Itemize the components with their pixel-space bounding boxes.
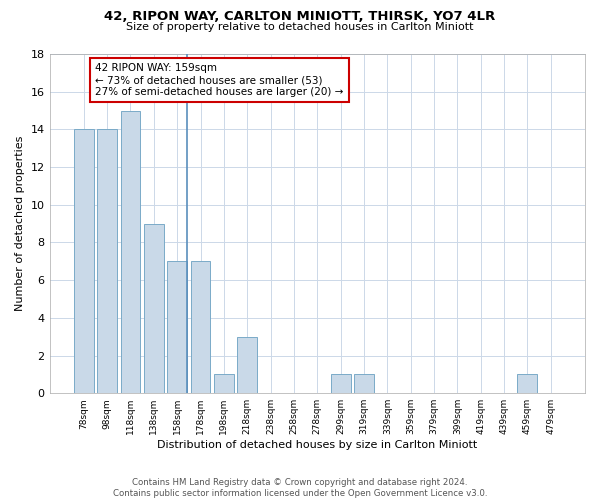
Bar — [144, 224, 164, 393]
Y-axis label: Number of detached properties: Number of detached properties — [15, 136, 25, 312]
Text: 42, RIPON WAY, CARLTON MINIOTT, THIRSK, YO7 4LR: 42, RIPON WAY, CARLTON MINIOTT, THIRSK, … — [104, 10, 496, 23]
Bar — [517, 374, 538, 393]
Text: Contains HM Land Registry data © Crown copyright and database right 2024.
Contai: Contains HM Land Registry data © Crown c… — [113, 478, 487, 498]
Bar — [331, 374, 350, 393]
X-axis label: Distribution of detached houses by size in Carlton Miniott: Distribution of detached houses by size … — [157, 440, 478, 450]
Bar — [121, 110, 140, 393]
Bar — [74, 130, 94, 393]
Bar — [97, 130, 117, 393]
Bar — [214, 374, 234, 393]
Bar — [354, 374, 374, 393]
Text: 42 RIPON WAY: 159sqm
← 73% of detached houses are smaller (53)
27% of semi-detac: 42 RIPON WAY: 159sqm ← 73% of detached h… — [95, 64, 344, 96]
Bar — [191, 262, 211, 393]
Bar — [167, 262, 187, 393]
Bar — [238, 336, 257, 393]
Text: Size of property relative to detached houses in Carlton Miniott: Size of property relative to detached ho… — [126, 22, 474, 32]
